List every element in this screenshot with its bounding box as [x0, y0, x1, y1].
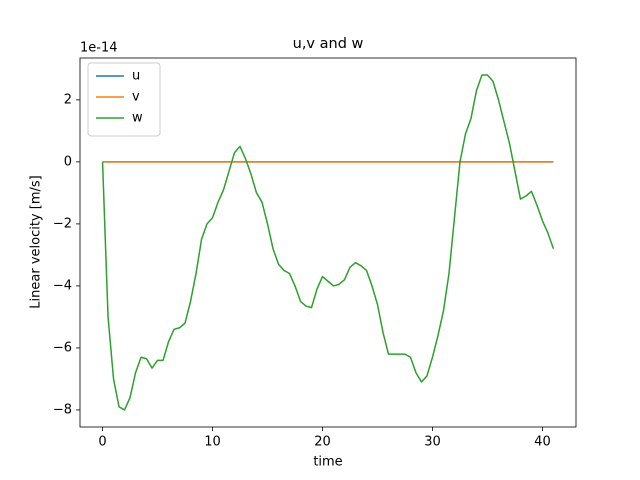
axes-frame	[79, 57, 577, 428]
x-tick-label: 20	[314, 435, 331, 450]
y-tick-label: −4	[53, 278, 72, 293]
legend-label: w	[132, 111, 143, 126]
offset-label: 1e-14	[80, 41, 118, 56]
x-tick-label: 30	[424, 435, 441, 450]
chart-title: u,v and w	[293, 36, 364, 52]
data-line	[101, 74, 555, 411]
x-tick-label: 0	[98, 435, 106, 450]
y-tick-label: −6	[53, 340, 72, 355]
y-tick-label: 0	[64, 154, 72, 169]
x-axis-label: time	[313, 455, 342, 470]
y-tick-label: −2	[53, 216, 72, 231]
x-tick-label: 40	[534, 435, 551, 450]
legend-label: u	[132, 69, 140, 84]
y-tick-label: −8	[53, 402, 72, 417]
legend-box	[87, 62, 161, 137]
legend-label: v	[132, 90, 140, 105]
y-tick-label: 2	[64, 92, 72, 107]
x-tick-label: 10	[204, 435, 221, 450]
y-axis-label: Linear velocity [m/s]	[29, 175, 44, 308]
